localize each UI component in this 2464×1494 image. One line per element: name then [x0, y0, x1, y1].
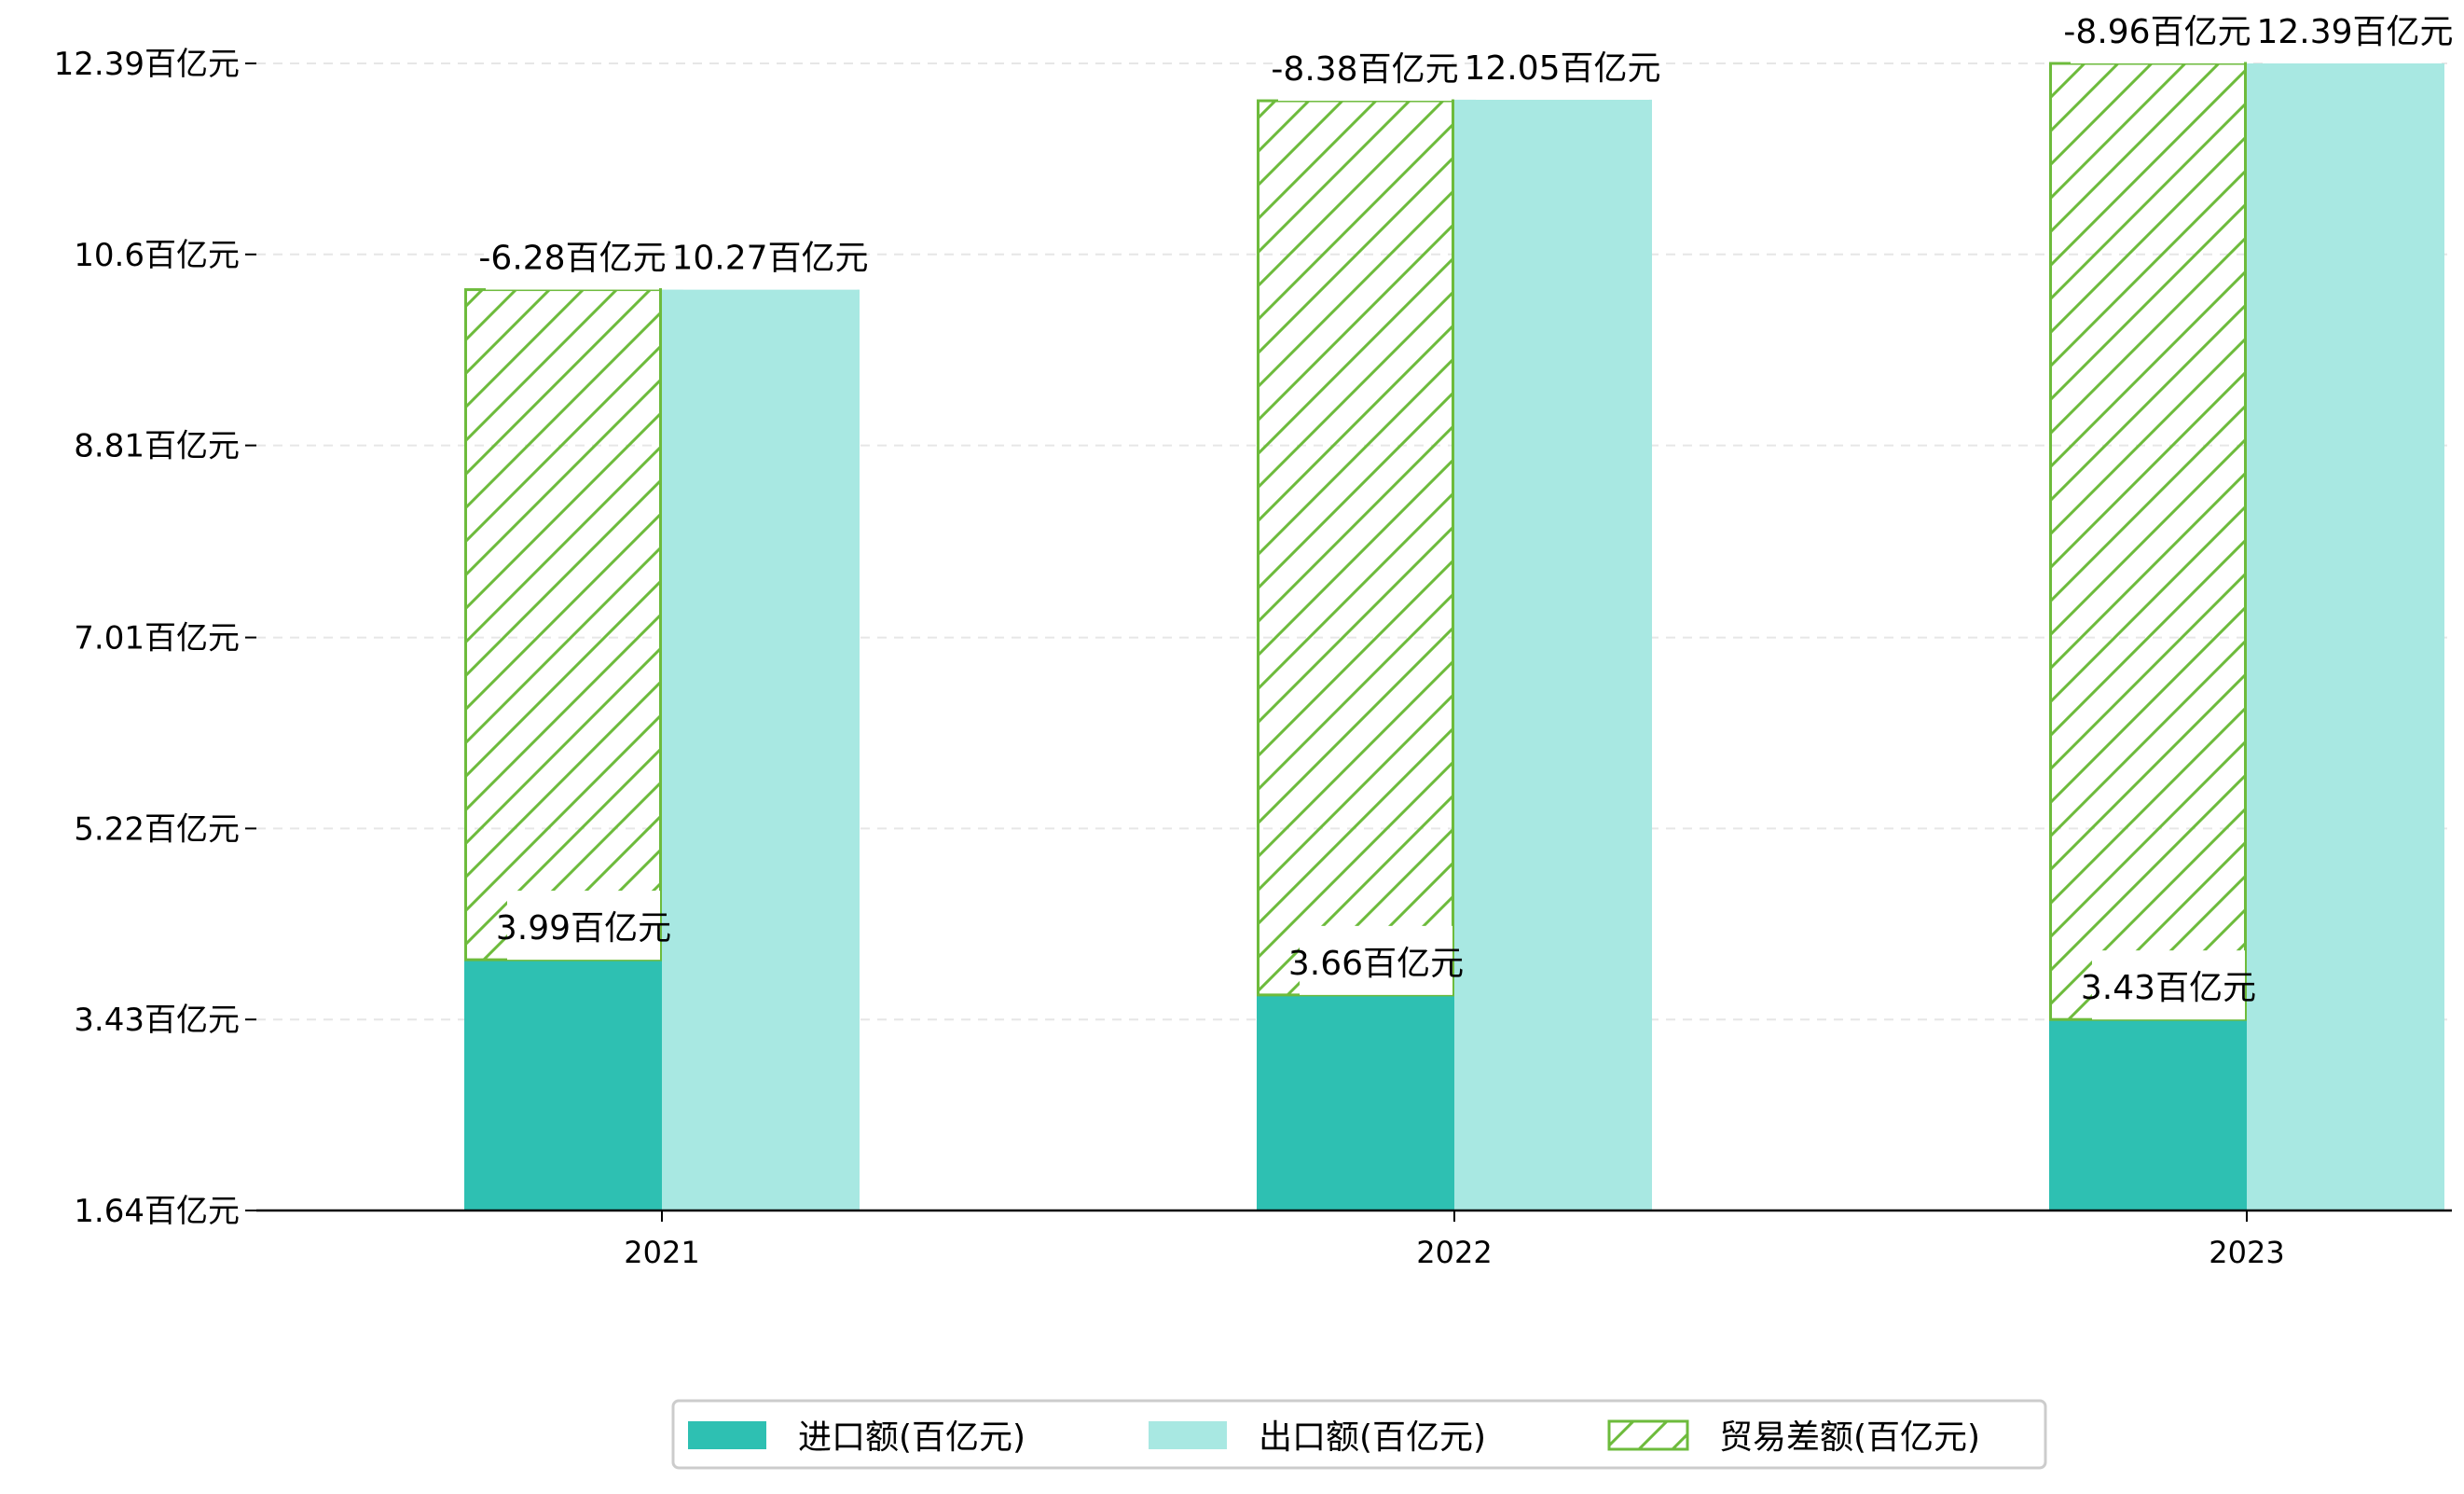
y-tick-label: 5.22百亿元	[74, 810, 240, 848]
balance-data-label-bg	[1278, 32, 1452, 102]
y-tick-label: 3.43百亿元	[74, 1002, 240, 1039]
axes-layer: 1.64百亿元 3.43百亿元 5.22百亿元 7.01百亿元 8.81百亿元 10.6百…	[54, 46, 2452, 1270]
balance-data-label: -8.96百亿元	[2063, 13, 2251, 51]
y-tick-label: 12.39百亿元	[54, 46, 240, 83]
export-data-label-bg	[2268, 0, 2442, 63]
import-data-label-bg	[1300, 925, 1452, 995]
x-tick-label: 2022	[1416, 1235, 1492, 1270]
y-tick-label: 8.81百亿元	[74, 428, 240, 465]
x-tick-label: 2021	[624, 1235, 699, 1270]
import-data-label: 3.43百亿元	[2081, 969, 2256, 1007]
import-data-label: 3.66百亿元	[1288, 945, 1464, 983]
export-data-label-bg	[1476, 30, 1649, 100]
import-data-label-bg	[507, 891, 660, 961]
import-bar	[464, 960, 662, 1210]
balance-data-label: -6.28百亿元	[478, 240, 666, 278]
legend-import-swatch	[688, 1421, 766, 1449]
import-bar	[1257, 994, 1454, 1210]
legend-export-label: 出口额(百亿元)	[1259, 1418, 1486, 1457]
balance-data-label: -8.38百亿元	[1271, 50, 1458, 89]
export-data-label-bg	[683, 220, 857, 290]
balance-data-label-bg	[2071, 0, 2244, 63]
legend-export-swatch	[1149, 1421, 1227, 1449]
bars-layer	[464, 62, 2444, 1210]
export-data-label: 12.39百亿元	[2256, 13, 2453, 51]
export-bar	[1454, 99, 1652, 1210]
legend-balance-label: 贸易差额(百亿元)	[1719, 1418, 1980, 1457]
import-data-label-bg	[2092, 950, 2245, 1020]
balance-bar	[464, 288, 662, 961]
balance-bar	[2049, 62, 2247, 1021]
x-tick-label: 2023	[2209, 1235, 2284, 1270]
y-tick-label: 7.01百亿元	[74, 620, 240, 657]
y-tick-label: 10.6百亿元	[74, 237, 240, 274]
export-bar	[662, 289, 860, 1210]
y-tick-label: 1.64百亿元	[74, 1193, 240, 1230]
legend-box	[671, 1399, 2047, 1470]
import-data-label: 3.99百亿元	[496, 909, 671, 948]
legend-import-label: 进口额(百亿元)	[798, 1418, 1026, 1457]
balance-data-label-bg	[486, 220, 659, 290]
balance-bar	[1257, 99, 1454, 997]
export-bar	[2247, 63, 2444, 1210]
export-data-label: 10.27百亿元	[671, 240, 868, 278]
legend-balance-swatch	[1607, 1419, 1689, 1451]
import-bar	[2049, 1019, 2247, 1210]
legend: 进口额(百亿元) 出口额(百亿元) 贸易差额(百亿元)	[671, 1399, 2047, 1470]
export-data-label: 12.05百亿元	[1464, 49, 1660, 88]
